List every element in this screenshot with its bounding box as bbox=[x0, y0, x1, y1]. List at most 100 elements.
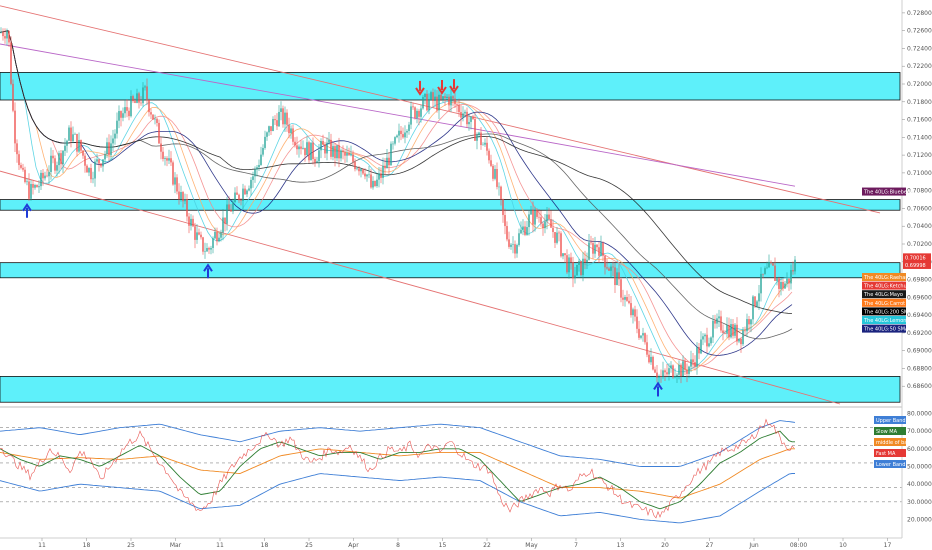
candle-body bbox=[578, 261, 580, 265]
candle-body bbox=[320, 140, 322, 151]
candle-body bbox=[692, 359, 694, 363]
candle bbox=[784, 280, 786, 290]
arrow-down-0 bbox=[415, 80, 425, 96]
x-tick-label: 13 bbox=[617, 542, 625, 549]
indicator-legend-item: Upper Band bbox=[874, 416, 906, 424]
candle bbox=[742, 327, 744, 347]
candle-body bbox=[92, 178, 94, 180]
candle bbox=[420, 104, 422, 123]
arrow-head bbox=[203, 263, 213, 272]
indicator-y-tick-label: 40.00000 bbox=[907, 481, 932, 488]
candle bbox=[366, 173, 368, 182]
candle bbox=[592, 237, 594, 259]
candle-body bbox=[132, 96, 134, 102]
candle-body bbox=[284, 112, 286, 125]
candle-body bbox=[204, 251, 206, 253]
arrow-up-5 bbox=[653, 381, 663, 397]
arrow-head bbox=[437, 86, 447, 95]
candle bbox=[790, 264, 792, 290]
candle bbox=[788, 278, 790, 291]
candle-body bbox=[50, 155, 52, 173]
candle bbox=[560, 231, 562, 258]
candle-body bbox=[22, 167, 24, 170]
candle-body bbox=[744, 330, 746, 332]
candle bbox=[182, 190, 184, 208]
arrows bbox=[22, 79, 663, 397]
candle bbox=[540, 210, 542, 227]
series-tag: The 40LG:50 SMA bbox=[862, 324, 909, 333]
ma-50sma bbox=[0, 30, 793, 356]
candle-body bbox=[760, 273, 762, 294]
candle-body bbox=[360, 169, 362, 172]
candle-body bbox=[68, 127, 70, 141]
candle bbox=[640, 335, 642, 340]
candle bbox=[340, 148, 342, 162]
candle-body bbox=[386, 157, 388, 169]
series-tag-text: The 40LG:50 SMA bbox=[863, 327, 909, 333]
candle bbox=[164, 156, 166, 166]
candle bbox=[216, 227, 218, 246]
candle bbox=[516, 243, 518, 258]
candle bbox=[782, 278, 784, 292]
candle bbox=[590, 235, 592, 246]
candle-body bbox=[326, 142, 328, 154]
candle-body bbox=[254, 169, 256, 177]
candle bbox=[276, 113, 278, 131]
indicator-legend-box bbox=[874, 416, 906, 424]
candle bbox=[312, 137, 314, 165]
x-tick-label: 15 bbox=[439, 542, 447, 549]
candle-body bbox=[236, 192, 238, 195]
candle-body bbox=[166, 158, 168, 161]
candle-body bbox=[684, 361, 686, 370]
candle bbox=[430, 90, 432, 101]
candle bbox=[46, 169, 48, 178]
candle-body bbox=[682, 361, 684, 377]
price-label-text: 0.69998 bbox=[905, 263, 926, 269]
y-tick-label: 0.69200 bbox=[907, 330, 932, 337]
candle-body bbox=[510, 244, 512, 247]
candle bbox=[694, 355, 696, 371]
indicator-y-tick-label: 80.00000 bbox=[907, 411, 932, 418]
candle bbox=[748, 315, 750, 331]
tags: 0.70016 0.69998 The 40LG:Blueberry The 40LG… bbox=[862, 187, 931, 468]
candle-body bbox=[558, 232, 560, 234]
candle bbox=[478, 131, 480, 138]
candle-body bbox=[756, 301, 758, 307]
candle bbox=[682, 355, 684, 377]
candle-body bbox=[766, 267, 768, 269]
candle-body bbox=[52, 155, 54, 159]
candle bbox=[384, 157, 386, 175]
candle-body bbox=[752, 296, 754, 320]
candle-body bbox=[56, 165, 58, 171]
candle-body bbox=[234, 192, 236, 202]
candle bbox=[736, 317, 738, 346]
candle-body bbox=[184, 199, 186, 202]
candle bbox=[130, 90, 132, 118]
candle-body bbox=[688, 366, 690, 374]
candle bbox=[660, 369, 662, 383]
candle bbox=[468, 113, 470, 131]
series-tag: The 40LG:Lemon bbox=[862, 316, 906, 324]
series-tag-box bbox=[862, 290, 906, 299]
candle-body bbox=[298, 146, 300, 150]
x-tick-label: May bbox=[525, 542, 538, 549]
candle bbox=[662, 361, 664, 379]
candle-body bbox=[62, 150, 64, 165]
candle-body bbox=[520, 229, 522, 234]
candle-body bbox=[286, 112, 288, 125]
candle bbox=[716, 313, 718, 329]
candle bbox=[344, 149, 346, 163]
x-tick-label: 25 bbox=[305, 542, 313, 549]
candle-body bbox=[496, 168, 498, 187]
candle-body bbox=[632, 309, 634, 316]
candle-body bbox=[528, 214, 530, 228]
candle bbox=[24, 166, 26, 184]
candle bbox=[90, 163, 92, 183]
candle bbox=[142, 82, 144, 107]
candle bbox=[114, 129, 116, 145]
arrow-head bbox=[653, 381, 663, 390]
candle-body bbox=[12, 83, 14, 111]
candle bbox=[334, 143, 336, 167]
candle bbox=[610, 264, 612, 278]
